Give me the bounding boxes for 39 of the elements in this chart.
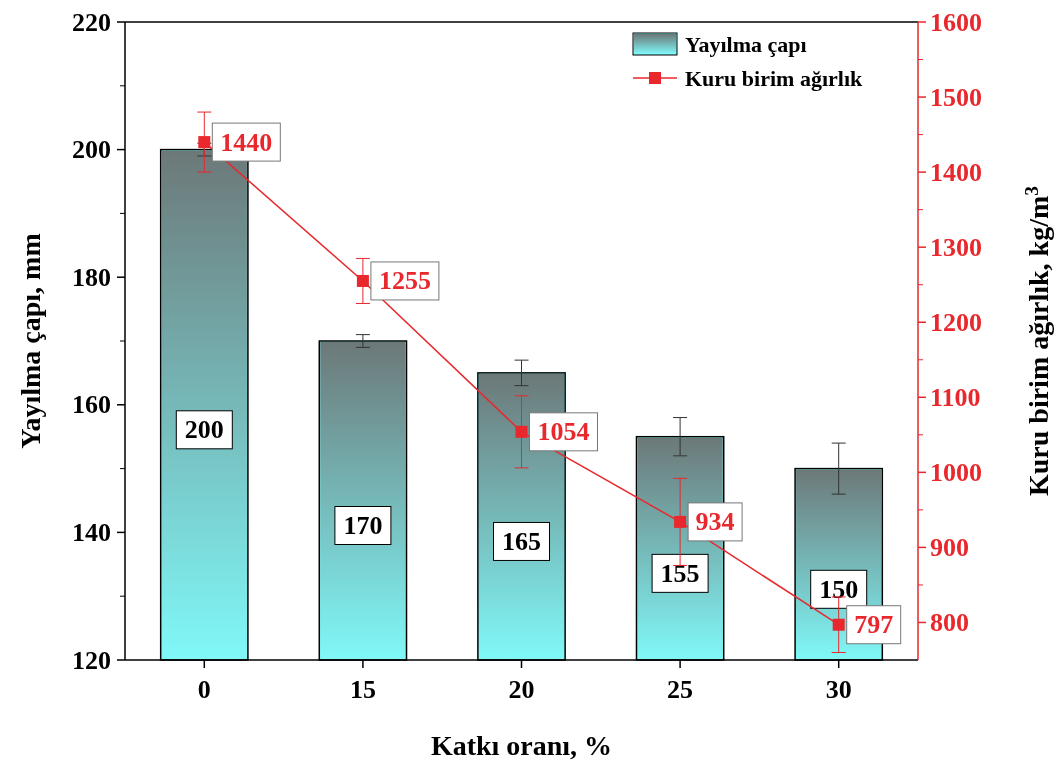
y-tick-label: 160 [72, 390, 111, 420]
y-tick-label: 200 [72, 135, 111, 165]
data-label: 797 [854, 610, 894, 640]
y2-tick-label: 1400 [930, 157, 982, 187]
x-tick-label: 20 [508, 675, 535, 704]
point [356, 274, 369, 287]
y2-tick-label: 1300 [930, 232, 982, 262]
y-axis-title: Yayılma çapı, mm [15, 233, 46, 449]
y2-tick-label: 1500 [930, 82, 982, 112]
x-tick-label: 15 [349, 675, 376, 704]
point [515, 425, 528, 438]
y2-tick-label: 1100 [930, 382, 981, 412]
legend-label: Yayılma çapı [685, 31, 807, 57]
x-axis-title: Katkı oranı, % [430, 730, 613, 761]
y-tick-label: 220 [72, 7, 111, 37]
x-tick-label: 30 [825, 675, 852, 704]
point [832, 618, 845, 631]
point [674, 515, 687, 528]
y2-tick-label: 900 [930, 532, 969, 562]
y-tick-label: 120 [72, 645, 111, 675]
y2-tick-label: 1000 [930, 457, 982, 487]
x-tick-label: 25 [667, 675, 694, 704]
data-label: 1255 [378, 266, 431, 296]
legend-label: Kuru birim ağırlık [685, 65, 863, 91]
data-label: 170 [343, 511, 383, 540]
y2-tick-label: 1200 [930, 307, 982, 337]
x-tick-label: 0 [197, 675, 211, 704]
y-tick-label: 180 [72, 262, 111, 292]
y2-tick-label: 800 [930, 607, 969, 637]
data-label: 1054 [537, 417, 590, 447]
y2-tick-label: 1600 [930, 7, 982, 37]
data-label: 155 [660, 558, 700, 588]
data-label: 1440 [220, 127, 273, 157]
data-label: 150 [819, 574, 859, 604]
data-label: 165 [502, 526, 541, 556]
y-tick-label: 140 [72, 517, 111, 547]
data-label: 200 [184, 415, 224, 445]
data-label: 934 [695, 507, 735, 537]
point [198, 136, 211, 149]
